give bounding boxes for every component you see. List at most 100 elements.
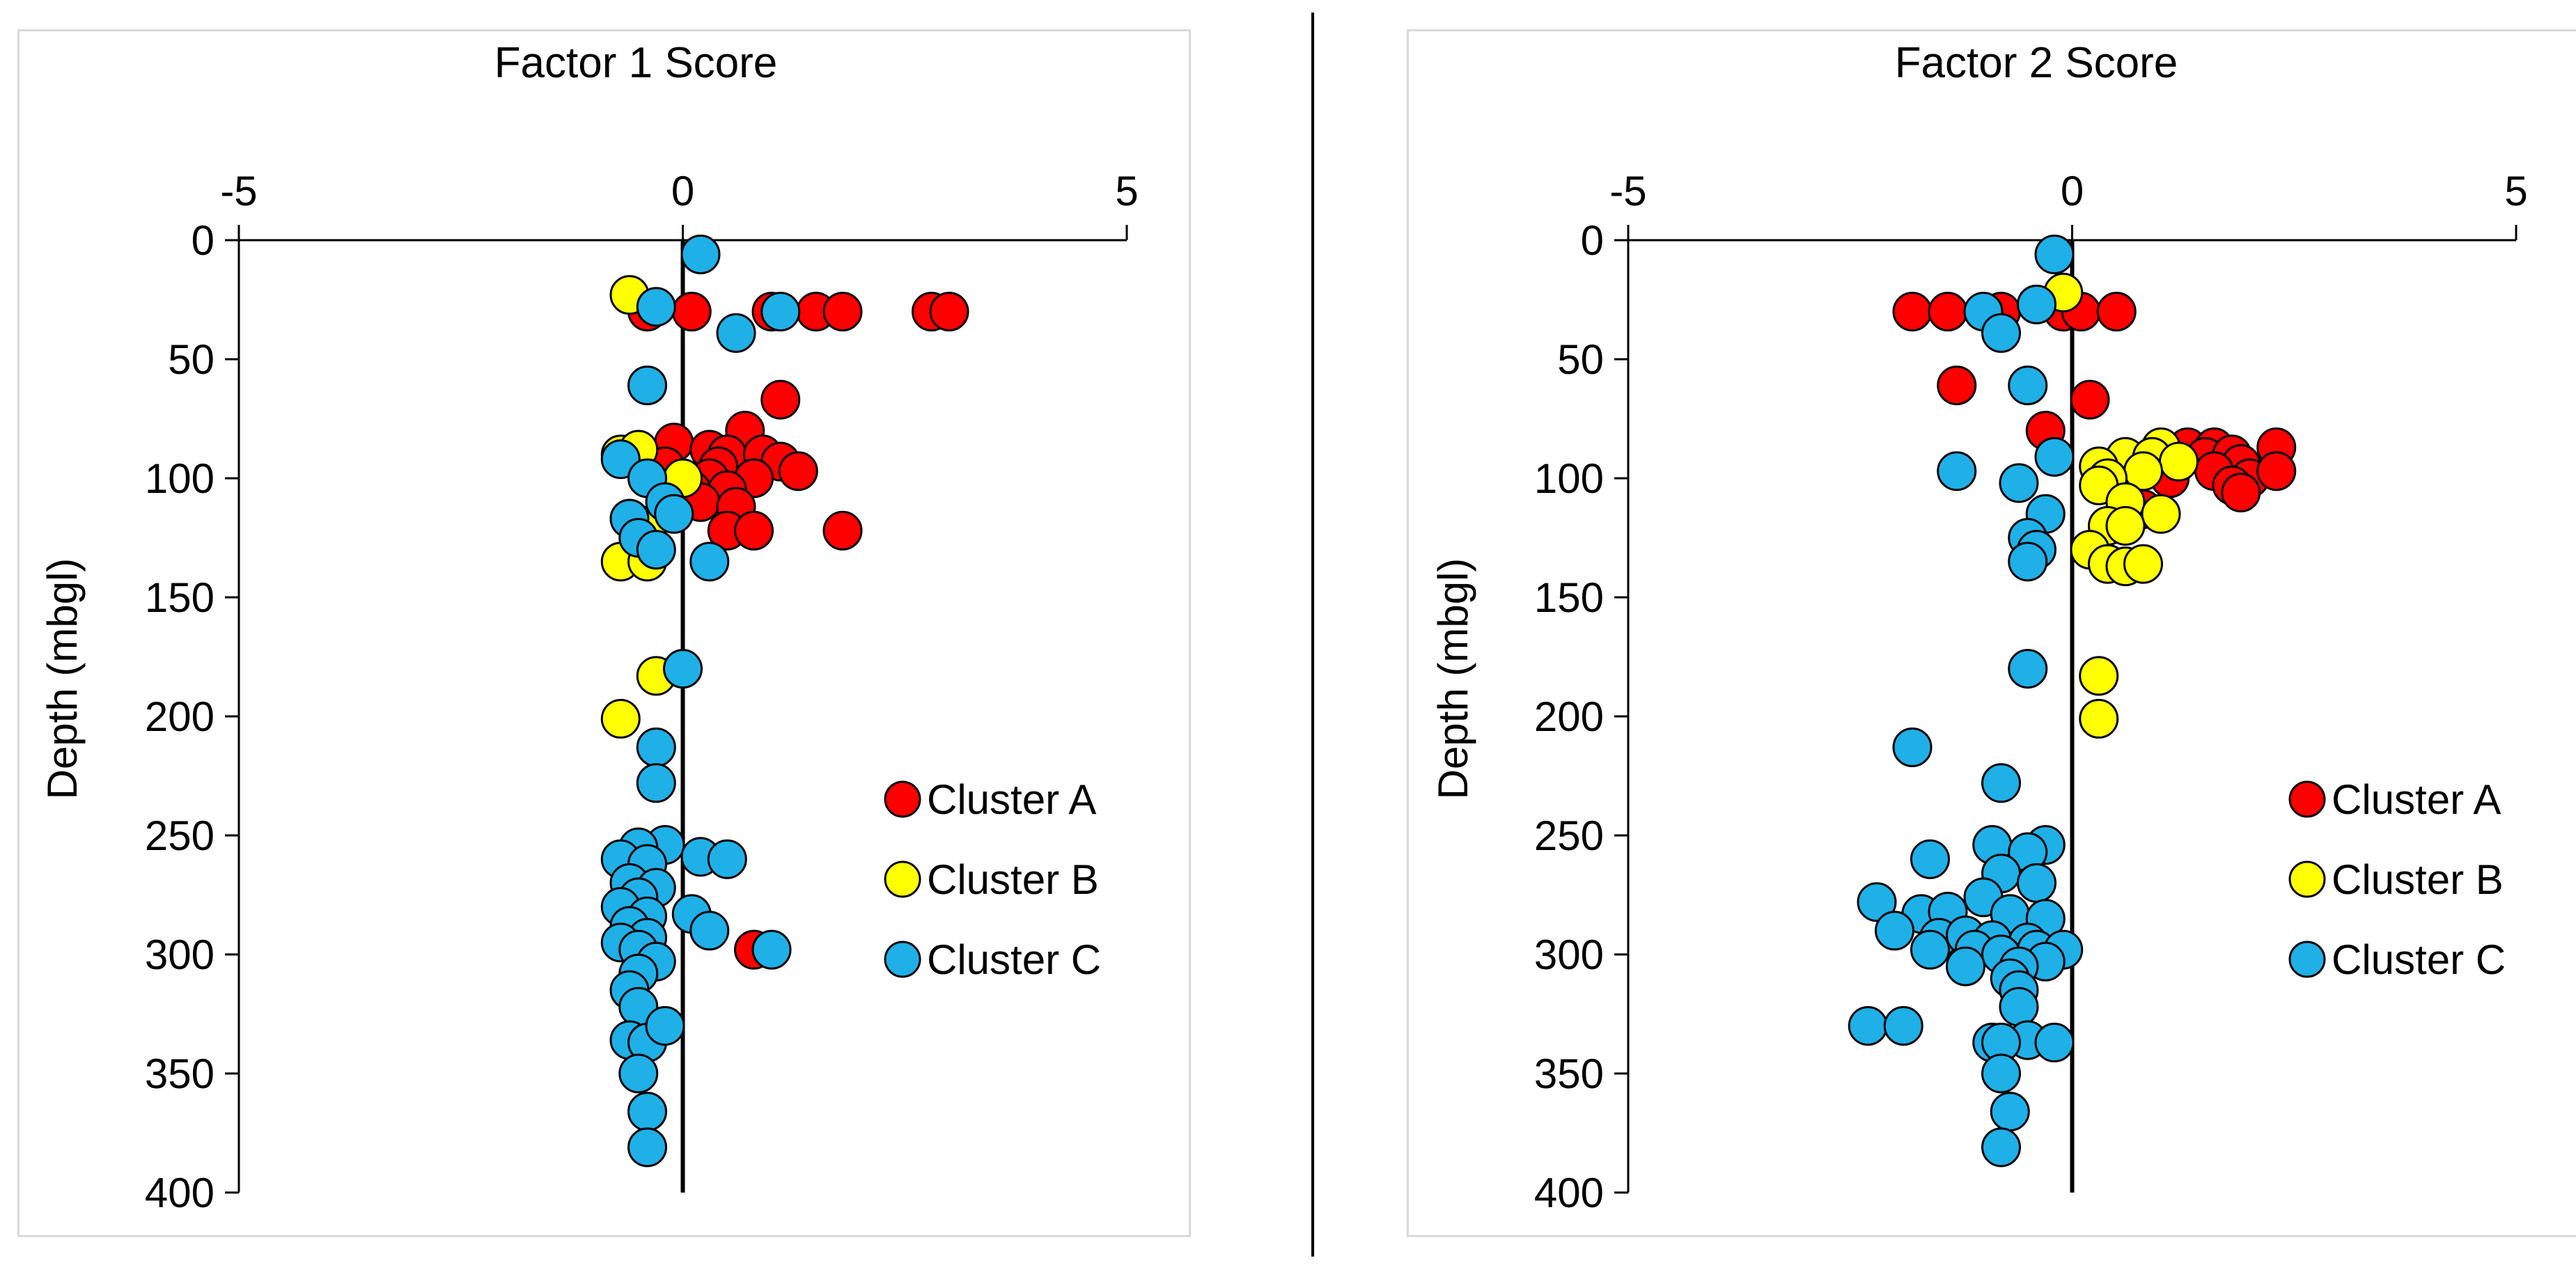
data-point xyxy=(2079,698,2119,739)
data-point xyxy=(654,494,694,534)
data-point xyxy=(2034,235,2075,275)
data-point xyxy=(1910,839,1950,879)
x-tick-label: 0 xyxy=(671,168,694,214)
data-point xyxy=(2141,494,2181,534)
data-point xyxy=(1981,763,2021,803)
series-cluster-c xyxy=(1848,235,2084,1167)
x-tick-label: 5 xyxy=(1115,168,1138,214)
data-point xyxy=(1937,365,1977,406)
legend-marker xyxy=(2288,941,2326,978)
data-point xyxy=(1857,882,1897,922)
factor1-chart: Factor 1 Score Depth (mbgl) -5 0 505010015… xyxy=(39,39,1139,1216)
data-point xyxy=(778,451,818,491)
chart-title: Factor 2 Score xyxy=(1895,39,2178,87)
legend-marker xyxy=(2288,780,2326,818)
data-point xyxy=(689,911,730,951)
data-point xyxy=(2105,505,2146,546)
factor2-chart-panel: Factor 2 Score Depth (mbgl) -5 0 5 0 50 100 15… xyxy=(1407,29,2576,1237)
y-tick-label: 50 xyxy=(1557,336,1604,383)
data-point xyxy=(1875,911,1914,951)
legend-marker xyxy=(884,780,921,818)
y-tick-label: 300 xyxy=(1534,931,1604,978)
factor1-chart-panel: Factor 1 Score Depth (mbgl) -5 0 5 0 50 100 15… xyxy=(17,29,1191,1237)
data-point xyxy=(2256,451,2297,491)
data-point xyxy=(2159,441,2199,482)
data-point xyxy=(760,292,801,332)
y-tick-label: 150 xyxy=(1534,574,1604,621)
legend: Cluster A Cluster B Cluster C xyxy=(884,776,1101,983)
data-point xyxy=(1928,292,1968,332)
legend-label: Cluster A xyxy=(927,776,1096,823)
legend: Cluster A Cluster B Cluster C xyxy=(2288,776,2506,983)
x-tick-label: -5 xyxy=(220,168,257,214)
legend-marker xyxy=(2288,860,2326,898)
data-point xyxy=(2017,863,2056,903)
factor2-chart: Factor 2 Score Depth (mbgl) -5 0 505010015… xyxy=(1430,39,2528,1216)
x-tick-label: -5 xyxy=(1609,168,1646,214)
legend-marker xyxy=(884,941,921,978)
y-axis-label: Depth (mbgl) xyxy=(39,558,86,800)
data-point xyxy=(1981,1127,2021,1167)
data-point xyxy=(1999,463,2039,503)
series-cluster-a xyxy=(627,292,969,970)
data-point xyxy=(1981,1053,2021,1094)
data-point xyxy=(2034,437,2075,477)
data-point xyxy=(1981,313,2021,353)
legend-label: Cluster C xyxy=(927,936,1101,983)
data-point xyxy=(760,379,801,420)
y-tick-label: 0 xyxy=(192,217,214,264)
y-tick-label: 300 xyxy=(145,931,214,978)
data-point xyxy=(822,510,863,551)
y-tick-label: 400 xyxy=(145,1170,214,1216)
data-point xyxy=(1990,1092,2030,1132)
data-point xyxy=(689,542,730,582)
y-tick-label: 0 xyxy=(1581,217,1604,264)
data-point xyxy=(1937,451,1977,491)
data-point xyxy=(2008,542,2048,582)
data-point xyxy=(671,292,712,332)
data-point xyxy=(636,287,676,327)
y-tick-label: 350 xyxy=(1534,1051,1604,1097)
y-tick-label: 250 xyxy=(145,812,214,859)
y-tick-label: 50 xyxy=(168,336,214,383)
legend-label: Cluster B xyxy=(927,856,1099,903)
data-point xyxy=(600,698,641,739)
data-point xyxy=(716,313,756,353)
series-cluster-a xyxy=(1892,292,2297,529)
data-point xyxy=(627,1092,667,1132)
data-point xyxy=(2123,544,2163,584)
data-point xyxy=(2221,473,2261,513)
y-tick-label: 200 xyxy=(1534,693,1604,740)
y-tick-label: 350 xyxy=(145,1051,214,1097)
data-point xyxy=(627,1127,667,1167)
data-point xyxy=(2008,649,2048,689)
legend-label: Cluster C xyxy=(2332,936,2506,983)
data-point xyxy=(929,292,969,332)
data-point xyxy=(2034,1023,2075,1063)
data-point xyxy=(1999,986,2039,1027)
data-point xyxy=(636,763,676,803)
data-point xyxy=(645,1006,685,1046)
series-cluster-c xyxy=(600,235,801,1167)
data-point xyxy=(822,292,863,332)
data-point xyxy=(2017,284,2056,324)
chart-title: Factor 1 Score xyxy=(494,39,778,87)
panel-divider xyxy=(1311,13,1314,1257)
data-point xyxy=(636,530,676,570)
data-point xyxy=(663,649,703,689)
series-cluster-b xyxy=(2043,272,2199,739)
data-point xyxy=(1910,929,1950,970)
y-tick-label: 250 xyxy=(1534,812,1604,859)
data-point xyxy=(2079,656,2119,696)
y-tick-label: 200 xyxy=(145,693,214,740)
data-point xyxy=(2070,379,2110,420)
data-point xyxy=(618,1053,659,1094)
data-point xyxy=(1848,1006,1888,1046)
data-point xyxy=(680,235,721,275)
data-point xyxy=(1883,1006,1923,1046)
y-tick-label: 150 xyxy=(145,574,214,621)
data-point xyxy=(627,365,667,406)
data-point xyxy=(2096,292,2137,332)
